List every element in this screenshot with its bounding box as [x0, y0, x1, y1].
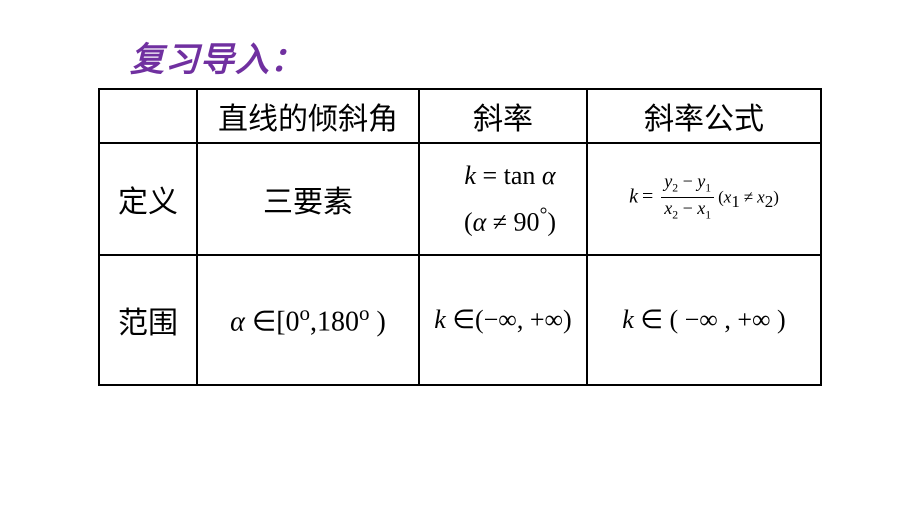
rowlabel-definition: 定义 [99, 143, 197, 255]
slope-def-line2: (α ≠ 90°) [434, 195, 586, 242]
cell-slope-formula: k = y2 − y1x2 − x1(x1 ≠ x2) [587, 143, 821, 255]
slide-canvas: 复习导入： 直线的倾斜角 斜率 斜率公式 定义 三要素 k = tan α (α… [0, 0, 920, 518]
rowlabel-range: 范围 [99, 255, 197, 385]
slope-def-line1: k = tan α [434, 156, 586, 195]
header-slope: 斜率 [419, 89, 587, 143]
header-slope-formula: 斜率公式 [587, 89, 821, 143]
review-table: 直线的倾斜角 斜率 斜率公式 定义 三要素 k = tan α (α ≠ 90°… [98, 88, 822, 386]
table-header-row: 直线的倾斜角 斜率 斜率公式 [99, 89, 821, 143]
table-row-range: 范围 α ∈[0o,180o ) k ∈(−∞, +∞) k ∈ ( −∞ , … [99, 255, 821, 385]
header-blank [99, 89, 197, 143]
cell-k-range-2: k ∈ ( −∞ , +∞ ) [587, 255, 821, 385]
header-inclination: 直线的倾斜角 [197, 89, 419, 143]
cell-three-elements: 三要素 [197, 143, 419, 255]
table-row-definition: 定义 三要素 k = tan α (α ≠ 90°) k = y2 − y1x2… [99, 143, 821, 255]
cell-alpha-range: α ∈[0o,180o ) [197, 255, 419, 385]
cell-k-range-1: k ∈(−∞, +∞) [419, 255, 587, 385]
cell-slope-definition: k = tan α (α ≠ 90°) [419, 143, 587, 255]
section-heading: 复习导入： [130, 32, 305, 81]
